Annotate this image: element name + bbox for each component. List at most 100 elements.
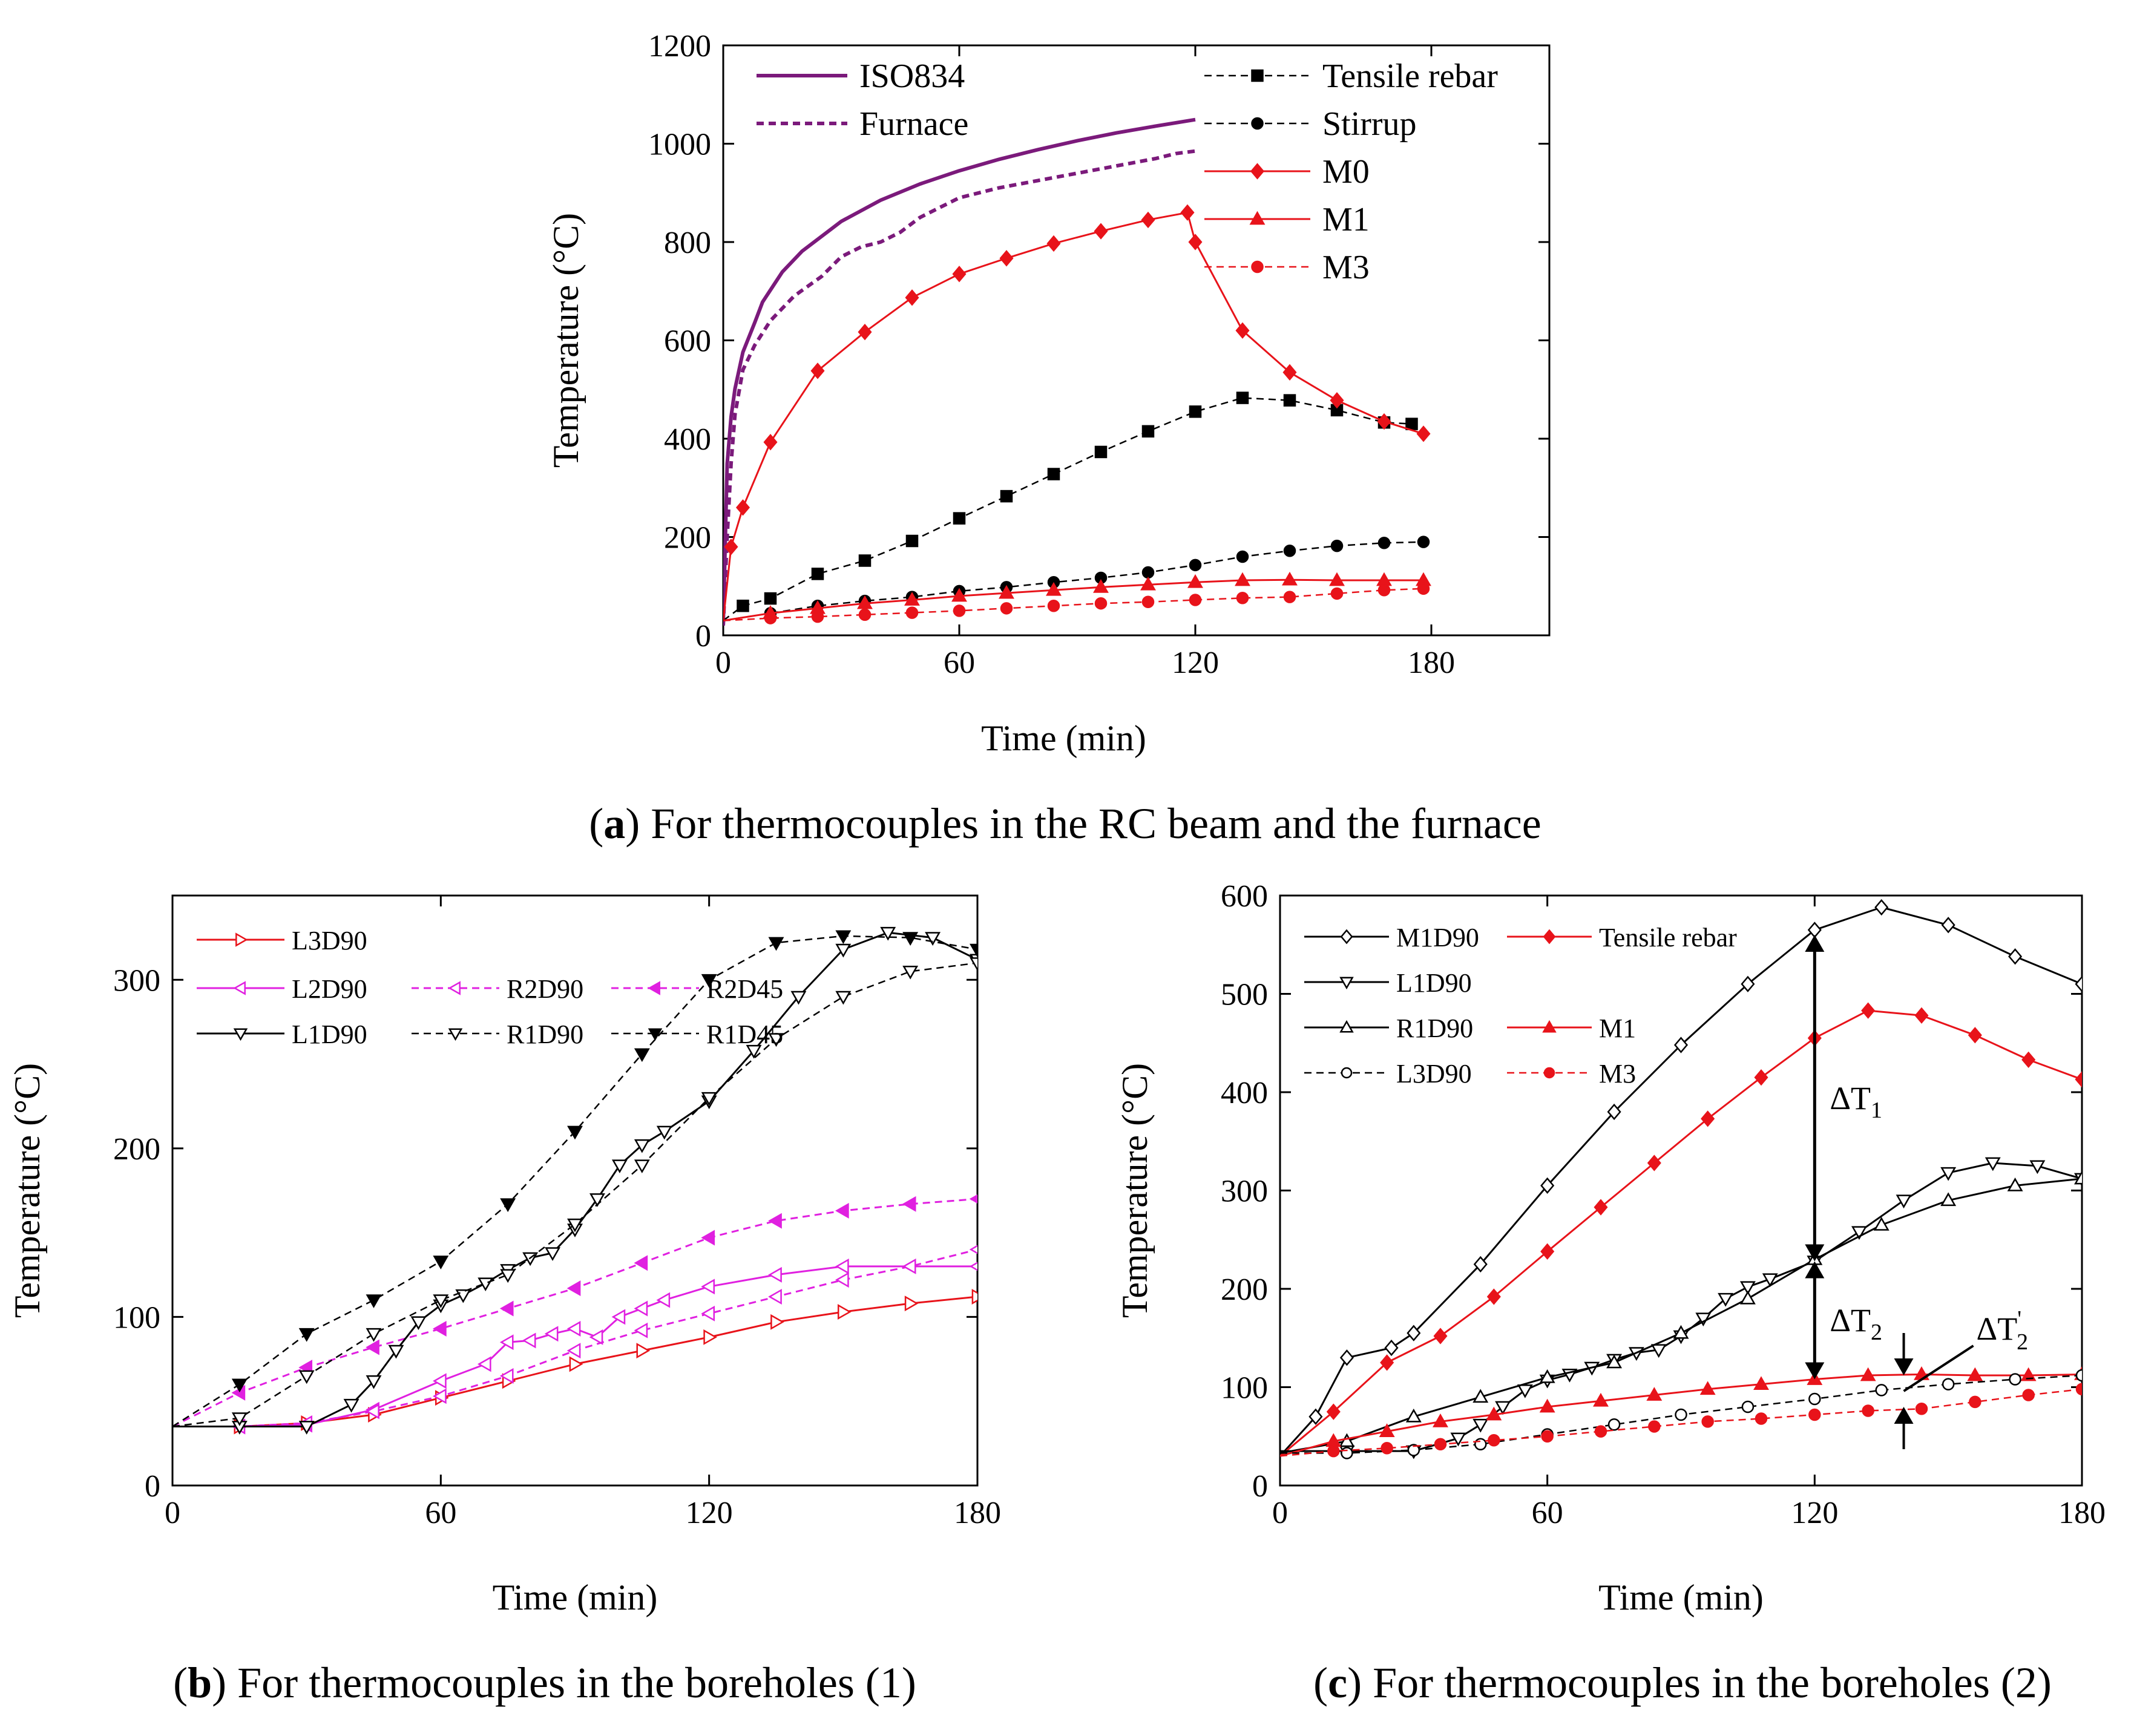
data-point bbox=[1968, 1027, 1982, 1044]
data-point bbox=[701, 1092, 717, 1106]
data-point bbox=[768, 1033, 784, 1047]
data-point bbox=[1141, 211, 1155, 229]
data-point bbox=[1141, 566, 1155, 579]
data-point bbox=[1235, 572, 1250, 586]
data-point bbox=[904, 592, 920, 606]
legend-item-m1: M1 bbox=[1507, 1014, 1636, 1043]
y-tick-label: 200 bbox=[113, 1132, 160, 1167]
y-tick-label: 0 bbox=[145, 1469, 160, 1504]
data-point bbox=[634, 1255, 648, 1271]
data-point bbox=[1236, 592, 1249, 604]
legend-item-m0: M0 bbox=[1204, 153, 1370, 191]
legend-marker bbox=[1542, 1020, 1557, 1033]
data-point bbox=[1283, 545, 1296, 557]
data-point bbox=[433, 1294, 449, 1308]
legend-label: M3 bbox=[1322, 249, 1370, 286]
data-point bbox=[790, 991, 807, 1005]
x-tick-label: 120 bbox=[686, 1496, 733, 1530]
panel-caption: (a) For thermocouples in the RC beam and… bbox=[589, 799, 1541, 848]
legend-marker bbox=[1543, 929, 1556, 945]
data-point bbox=[1405, 1408, 1422, 1423]
series-line-m3 bbox=[1280, 1388, 2082, 1457]
data-point bbox=[410, 1316, 427, 1331]
data-point bbox=[905, 289, 919, 306]
series-l3d90 bbox=[1280, 1369, 2082, 1459]
data-point bbox=[1339, 1433, 1355, 1447]
data-point bbox=[1851, 1226, 1867, 1240]
data-point bbox=[701, 1305, 715, 1322]
data-point bbox=[477, 1356, 491, 1372]
data-point bbox=[1741, 1400, 1755, 1413]
data-point bbox=[433, 1320, 447, 1337]
data-point bbox=[634, 1139, 650, 1153]
data-point bbox=[810, 362, 825, 379]
series-tensile-rebar bbox=[1280, 1002, 2082, 1457]
y-tick-label: 1200 bbox=[648, 29, 711, 64]
series-line-furnace bbox=[723, 149, 1196, 626]
data-point bbox=[231, 1412, 248, 1426]
data-point bbox=[969, 1262, 977, 1271]
legend-item-m1d90: M1D90 bbox=[1304, 923, 1479, 952]
data-point bbox=[1329, 572, 1345, 586]
legend-item-l1d90: L1D90 bbox=[1304, 968, 1472, 998]
data-point bbox=[1699, 1381, 1716, 1395]
x-tick-label: 0 bbox=[715, 646, 731, 680]
y-tick-label: 800 bbox=[664, 226, 711, 260]
data-point bbox=[2029, 1160, 2046, 1174]
data-point bbox=[1607, 1418, 1621, 1431]
data-point bbox=[858, 608, 872, 621]
data-point bbox=[567, 1125, 583, 1140]
data-point bbox=[835, 1272, 849, 1288]
y-tick-label: 200 bbox=[664, 521, 711, 555]
data-point bbox=[1187, 574, 1203, 588]
data-point bbox=[1047, 468, 1060, 480]
legend-item-r2d90: R2D90 bbox=[412, 974, 583, 1004]
data-point bbox=[835, 1258, 849, 1274]
data-point bbox=[701, 1230, 715, 1246]
data-point bbox=[500, 1269, 516, 1283]
data-point bbox=[1433, 1328, 1448, 1345]
data-point bbox=[298, 1328, 315, 1342]
data-point bbox=[1593, 1392, 1609, 1407]
y-tick-label: 500 bbox=[1221, 978, 1268, 1012]
arrow-head-up bbox=[1894, 1407, 1914, 1424]
data-point bbox=[1327, 1444, 1340, 1458]
series-m1 bbox=[723, 571, 1431, 622]
legend-item-tensile-rebar: Tensile rebar bbox=[1204, 57, 1498, 95]
legend-item-r1d45: R1D45 bbox=[611, 1020, 783, 1049]
data-point bbox=[768, 1289, 782, 1305]
data-point bbox=[636, 1343, 651, 1359]
data-point bbox=[366, 1375, 382, 1389]
legend-marker bbox=[1251, 69, 1264, 82]
data-point bbox=[1739, 1281, 1756, 1295]
annotation-superscript: ' bbox=[2017, 1306, 2021, 1332]
data-point bbox=[1380, 1354, 1394, 1371]
panel-caption: (c) For thermocouples in the boreholes (… bbox=[1313, 1659, 2052, 1707]
data-point bbox=[1308, 1408, 1323, 1425]
legend-label: R2D45 bbox=[706, 974, 783, 1004]
x-axis-label: Time (min) bbox=[981, 718, 1146, 758]
data-point bbox=[1517, 1384, 1533, 1398]
data-point bbox=[970, 957, 977, 971]
data-point bbox=[1873, 1217, 1889, 1231]
y-axis-label: Temperature (°C) bbox=[1115, 1063, 1155, 1318]
data-point bbox=[1650, 1344, 1667, 1358]
data-point bbox=[1874, 899, 1889, 916]
y-tick-label: 300 bbox=[113, 963, 160, 998]
data-point bbox=[905, 534, 919, 548]
data-point bbox=[433, 1256, 449, 1269]
data-point bbox=[366, 1294, 382, 1308]
data-point bbox=[1417, 536, 1430, 548]
legend-marker bbox=[1340, 929, 1353, 945]
annotation-t1: ΔT1 bbox=[1805, 935, 1882, 1262]
legend-item-l3d90: L3D90 bbox=[197, 926, 367, 955]
data-point bbox=[1046, 581, 1062, 596]
data-point bbox=[1648, 1420, 1661, 1433]
data-point bbox=[1339, 1349, 1354, 1366]
data-point bbox=[2075, 1383, 2082, 1395]
legend-item-l1d90: L1D90 bbox=[197, 1020, 367, 1049]
series-m3 bbox=[1280, 1383, 2082, 1458]
series-line-m0 bbox=[723, 211, 1424, 621]
series-line-tensile-rebar bbox=[1280, 1009, 2082, 1457]
data-point bbox=[634, 1048, 650, 1063]
